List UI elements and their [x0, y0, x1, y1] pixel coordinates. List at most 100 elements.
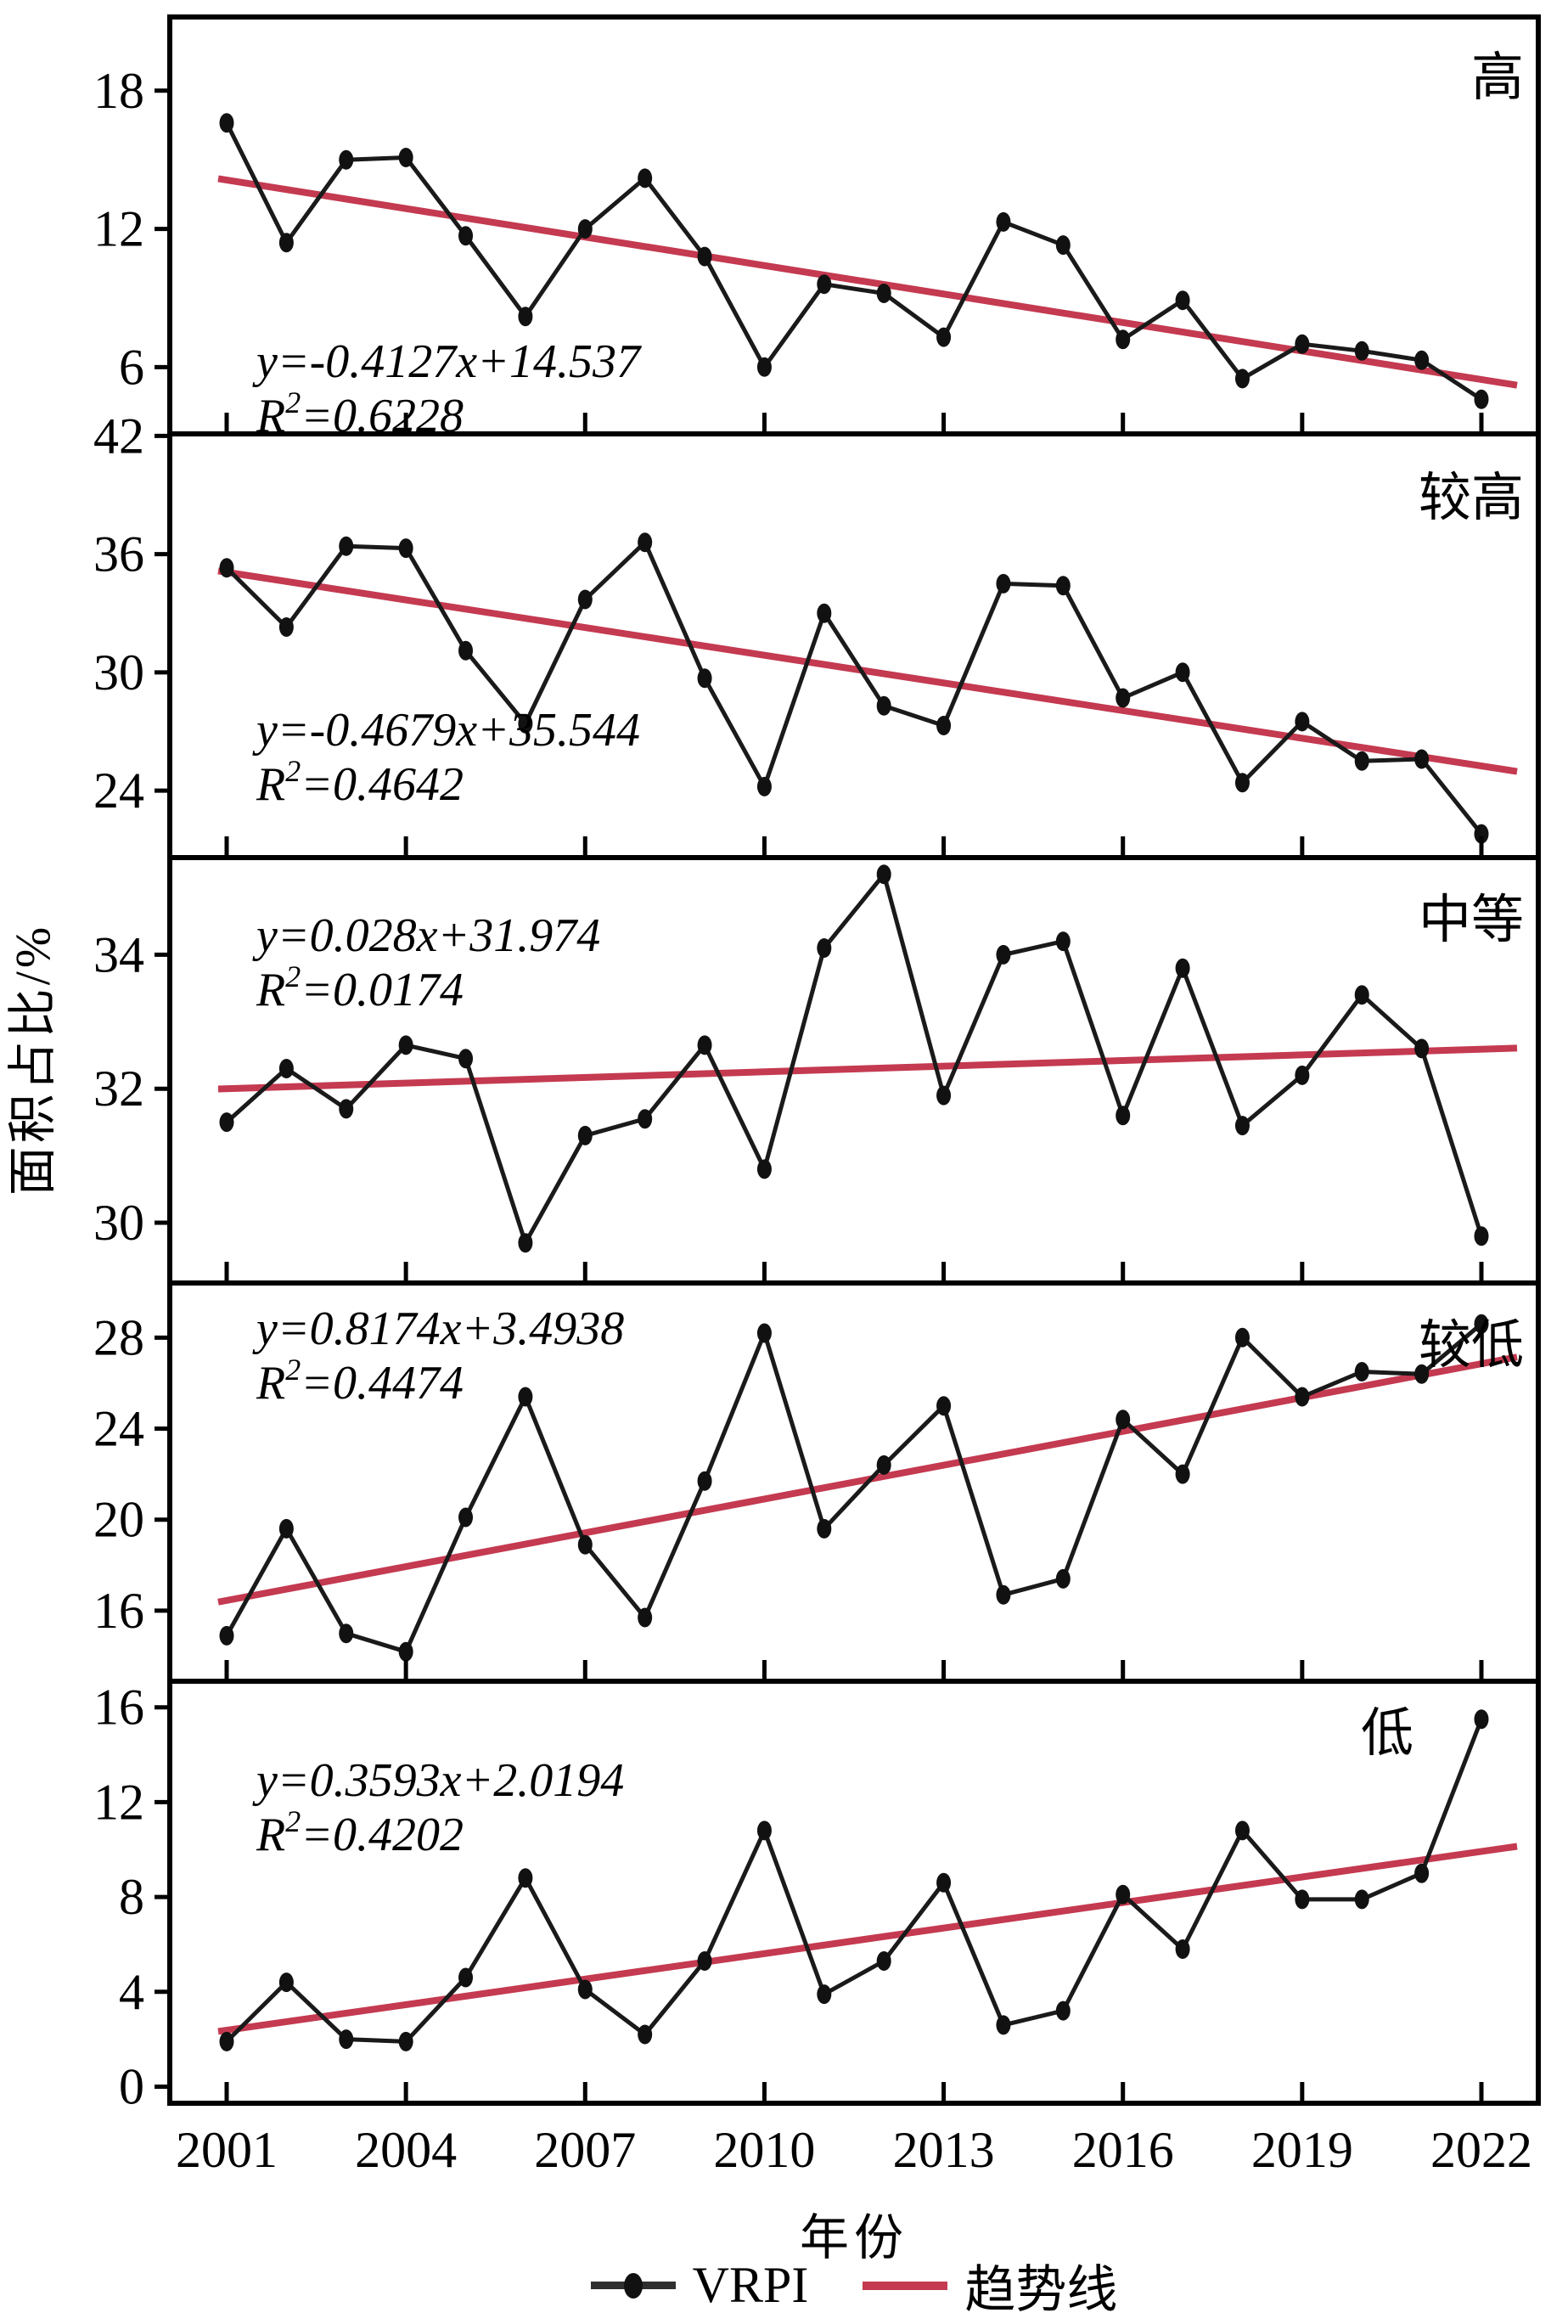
- data-point: [697, 668, 712, 689]
- data-point: [577, 1534, 593, 1555]
- data-point: [996, 944, 1011, 965]
- data-point: [219, 1112, 234, 1133]
- equation-low: y=0.3593x+2.0194: [252, 1754, 624, 1807]
- data-point: [1055, 576, 1071, 596]
- trend-line-relatively-high: [217, 567, 1518, 775]
- vrpi-markers-relatively-high: [219, 532, 1489, 844]
- vrpi-markers-medium: [219, 864, 1489, 1253]
- data-point: [936, 716, 952, 735]
- r-squared-relatively-low: R2=0.4474: [256, 1353, 464, 1410]
- data-point: [518, 713, 533, 734]
- vrpi-line-relatively-high: [225, 540, 1483, 836]
- x-tick-label: 2016: [1072, 2122, 1174, 2178]
- data-point: [1055, 1568, 1071, 1589]
- data-point: [936, 1396, 952, 1416]
- data-point: [458, 1049, 474, 1069]
- data-point: [756, 776, 772, 796]
- data-point: [1116, 1106, 1131, 1126]
- y-tick-label: 12: [93, 201, 144, 257]
- vrpi-line-medium: [225, 872, 1484, 1246]
- data-point: [876, 284, 891, 303]
- data-point: [756, 1820, 772, 1841]
- data-point: [219, 1625, 234, 1646]
- data-point: [219, 558, 234, 578]
- data-point: [518, 1868, 533, 1888]
- data-point: [278, 1972, 294, 1993]
- vrpi-line-relatively-low: [224, 1322, 1483, 1654]
- data-point: [1175, 1939, 1190, 1959]
- x-tick-label: 2004: [355, 2122, 457, 2178]
- equation-relatively-low: y=0.8174x+3.4938: [252, 1303, 624, 1355]
- data-point: [817, 938, 832, 958]
- data-point: [638, 168, 653, 189]
- data-point: [817, 274, 832, 295]
- r-squared-medium: R2=0.0174: [256, 959, 464, 1016]
- data-point: [219, 113, 234, 133]
- data-point: [756, 357, 772, 377]
- data-point: [1175, 662, 1190, 683]
- x-axis-title: 年份: [799, 2210, 908, 2265]
- data-point: [817, 1518, 832, 1539]
- data-point: [697, 1035, 712, 1055]
- data-point: [339, 149, 354, 170]
- y-axis-title: 面积占比/%: [5, 924, 60, 1196]
- data-point: [1234, 1327, 1250, 1348]
- data-point: [1354, 985, 1369, 1005]
- legend-label-vrpi: VRPI: [692, 2257, 809, 2313]
- equation-medium: y=0.028x+31.974: [252, 909, 600, 962]
- data-point: [756, 1323, 772, 1343]
- x-tick-label: 2019: [1251, 2122, 1353, 2178]
- data-point: [1055, 2000, 1071, 2021]
- data-point: [1175, 1464, 1190, 1484]
- data-point: [1354, 1362, 1369, 1381]
- data-point: [1354, 340, 1369, 361]
- r-squared-low: R2=0.4202: [256, 1804, 464, 1861]
- data-point: [458, 1507, 474, 1528]
- vrpi-markers-low: [219, 1709, 1489, 2051]
- y-tick-label: 30: [93, 1195, 144, 1251]
- data-point: [1474, 389, 1489, 409]
- data-point: [577, 1979, 593, 2000]
- data-point: [1474, 1709, 1489, 1730]
- y-tick-label: 18: [93, 63, 144, 119]
- data-point: [697, 246, 712, 267]
- y-tick-label: 42: [93, 408, 144, 464]
- data-point: [1055, 931, 1071, 952]
- data-point: [1295, 712, 1310, 732]
- data-point: [936, 327, 952, 347]
- data-point: [398, 2031, 413, 2051]
- vrpi-dot-icon: [623, 2272, 643, 2299]
- data-point: [339, 1623, 354, 1644]
- data-point: [339, 536, 354, 556]
- data-point: [518, 1233, 533, 1253]
- y-tick-label: 12: [93, 1774, 144, 1830]
- legend-item-trend: 趋势线: [863, 2248, 1117, 2322]
- equation-relatively-high: y=-0.4679x+35.544: [252, 704, 640, 757]
- y-tick-label: 6: [119, 339, 144, 395]
- trend-line-medium: [217, 1044, 1518, 1093]
- data-point: [638, 532, 653, 553]
- data-point: [996, 1584, 1011, 1605]
- data-point: [638, 2024, 653, 2045]
- data-point: [1414, 749, 1430, 769]
- data-point: [996, 2015, 1011, 2035]
- data-point: [1474, 1314, 1489, 1334]
- vrpi-line-marker-icon: [590, 2272, 676, 2299]
- data-point: [638, 1109, 653, 1129]
- panel-border: [167, 1679, 1541, 2106]
- data-point: [996, 211, 1011, 232]
- data-point: [1414, 350, 1430, 370]
- data-point: [817, 603, 832, 623]
- data-point: [1295, 334, 1310, 354]
- panel-label-low: 低: [1361, 1705, 1413, 1763]
- y-tick-label: 20: [93, 1492, 144, 1548]
- data-point: [1474, 824, 1489, 844]
- vrpi-line-high: [224, 121, 1483, 402]
- panel-label-relatively-high: 较高: [1419, 470, 1524, 527]
